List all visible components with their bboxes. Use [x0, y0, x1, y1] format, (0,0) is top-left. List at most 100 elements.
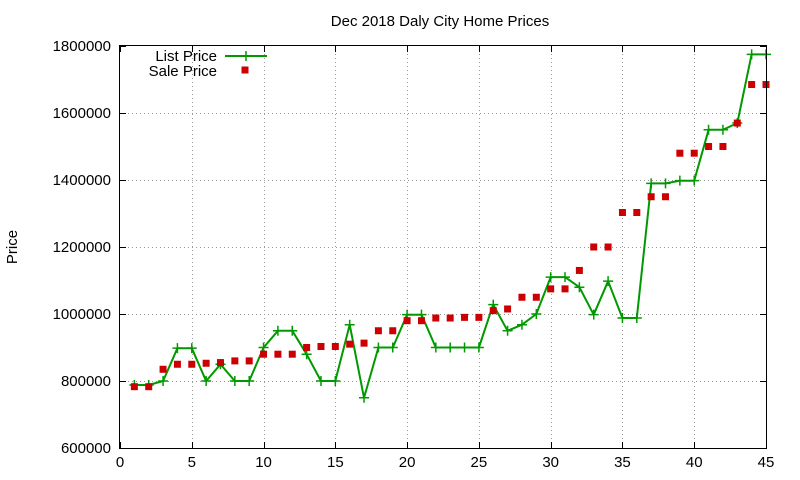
x-tick-label: 5 [188, 454, 196, 471]
list-price-point [315, 376, 326, 386]
sale-price-point [403, 317, 411, 325]
legend-label-sale-price: Sale Price [149, 63, 217, 80]
list-price-point [703, 124, 714, 135]
sale-price-point [662, 193, 670, 201]
list-price-point [631, 313, 642, 324]
sale-price-point [317, 342, 325, 350]
list-price-point [660, 178, 671, 189]
plot-frame [119, 45, 767, 449]
sale-price-point [145, 383, 153, 391]
list-price-point [560, 272, 571, 283]
list-price-point [689, 175, 700, 186]
list-price-point [746, 49, 757, 60]
sale-price-point [647, 193, 655, 201]
sale-price-point [475, 313, 483, 321]
sale-price-point [188, 360, 196, 368]
sale-price-point [446, 314, 454, 322]
list-price-point [646, 178, 657, 189]
sale-price-point [461, 313, 469, 321]
sale-price-point [690, 149, 698, 157]
sale-price-point [719, 143, 727, 150]
sale-price-point [216, 359, 224, 367]
axis-ticks: 0 5 10 15 20 25 30 35 40 45 600000 800000 1000000 120… [53, 38, 775, 471]
y-tick-label: 1800000 [53, 38, 111, 55]
list-price-point [172, 343, 183, 354]
list-price-point [330, 376, 341, 386]
legend: List Price Sale Price [149, 48, 267, 80]
sale-price-point [618, 208, 626, 216]
list-price-point [344, 319, 355, 330]
sale-price-point [590, 243, 598, 251]
legend-label-list-price: List Price [155, 48, 217, 65]
sale-price-point [518, 293, 526, 301]
list-price-point [459, 342, 470, 353]
sale-price-point [245, 357, 253, 365]
sale-price-point [303, 344, 311, 351]
chart-title: Dec 2018 Daly City Home Prices [331, 13, 549, 30]
sale-price-point [260, 350, 268, 358]
sale-price-point [733, 119, 741, 127]
list-price-point [272, 325, 283, 336]
list-price-point [603, 276, 614, 287]
list-price-point [617, 313, 628, 324]
y-axis-label: Price [4, 230, 21, 264]
sale-price-point [374, 327, 382, 335]
sale-price-point [561, 285, 569, 293]
gridlines [120, 46, 766, 448]
sale-price-point [432, 314, 440, 322]
y-tick-label: 600000 [61, 440, 111, 457]
y-tick-label: 1600000 [53, 105, 111, 122]
x-tick-label: 0 [116, 454, 124, 471]
sale-price-point [360, 339, 368, 347]
y-tick-label: 1400000 [53, 172, 111, 189]
sale-price-point [489, 307, 497, 315]
list-price-point [717, 124, 728, 135]
y-tick-label: 1200000 [53, 239, 111, 256]
list-price-point [473, 342, 484, 353]
y-tick-label: 800000 [61, 373, 111, 390]
y-tick-label: 1000000 [53, 306, 111, 323]
plot-series [129, 49, 771, 403]
list-price-point [201, 376, 212, 386]
list-price-point [387, 342, 398, 353]
sale-price-point [575, 266, 583, 274]
sale-price-point [547, 285, 555, 293]
sale-price-point [173, 360, 181, 368]
list-price-point [158, 376, 169, 386]
sale-price-point [389, 327, 397, 335]
list-price-point [229, 376, 240, 386]
list-price-point [674, 175, 685, 186]
x-tick-label: 20 [399, 454, 416, 471]
x-tick-label: 25 [471, 454, 488, 471]
list-price-point [574, 282, 585, 293]
sale-price-point [504, 305, 512, 313]
list-price-point [373, 342, 384, 353]
x-tick-label: 15 [327, 454, 344, 471]
list-price-point [516, 319, 527, 330]
list-price-point [287, 325, 298, 336]
sale-price-point [346, 340, 354, 348]
x-tick-label: 10 [255, 454, 272, 471]
list-price-point [186, 343, 197, 354]
list-price-point [502, 325, 513, 336]
sale-price-point [159, 365, 167, 373]
x-tick-label: 30 [542, 454, 559, 471]
sale-price-point [676, 149, 684, 157]
sale-price-point [705, 143, 713, 150]
legend-marker-sale-price [241, 66, 249, 74]
sale-price-point [130, 383, 138, 391]
list-price-point [445, 342, 456, 353]
x-tick-label: 40 [686, 454, 703, 471]
sale-price-point [532, 293, 540, 301]
sale-price-point [274, 350, 282, 358]
sale-price-point [331, 342, 339, 350]
list-price-point [588, 309, 599, 320]
sale-price-point [231, 357, 239, 365]
list-price-point [545, 272, 556, 283]
sale-price-point [417, 317, 425, 325]
sale-price-point [288, 350, 296, 358]
x-tick-label: 35 [614, 454, 631, 471]
sale-price-point [202, 359, 210, 367]
list-price-point [359, 392, 370, 403]
